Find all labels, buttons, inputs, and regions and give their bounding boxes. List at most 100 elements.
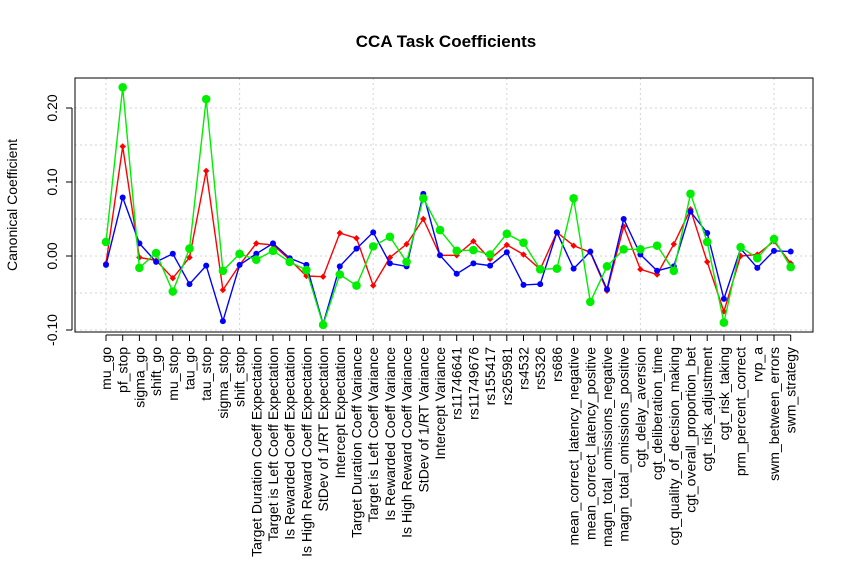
x-tick-label: tau_stop <box>198 347 214 401</box>
data-point <box>219 286 227 294</box>
data-point <box>285 257 295 267</box>
x-tick-label: shift_stop <box>232 347 248 407</box>
x-tick-label: pf_stop <box>115 347 131 393</box>
data-point <box>435 225 445 235</box>
x-tick-label: rvp_a <box>749 347 765 382</box>
data-point <box>235 249 244 259</box>
data-point <box>352 281 361 290</box>
x-tick-label: sigma_go <box>131 347 147 408</box>
x-tick-label: mean_correct_latency_positive <box>582 347 598 540</box>
x-tick-label: Target Duration Coeff Variance <box>349 347 365 538</box>
data-point <box>186 254 193 261</box>
data-point <box>270 240 276 247</box>
data-point <box>203 167 210 175</box>
x-tick-label: Intercept Variance <box>432 347 448 460</box>
data-point <box>101 237 111 247</box>
x-tick-label: rs11749676 <box>465 347 481 420</box>
data-point <box>151 248 161 258</box>
data-point <box>587 248 594 255</box>
series-layer <box>101 82 795 330</box>
data-point <box>370 229 377 236</box>
data-point <box>103 261 109 268</box>
data-point <box>302 265 311 275</box>
x-tick-label: magn_total_omissions_positive <box>616 347 632 542</box>
x-tick-label: Is Rewarded Coeff Expectation <box>282 347 298 540</box>
y-axis-label: Canonical Coefficient <box>4 139 20 271</box>
data-point <box>136 254 143 261</box>
x-tick-label: tau_go <box>182 347 198 390</box>
data-point <box>353 235 360 242</box>
series-2 <box>101 82 795 330</box>
x-tick-label: Is High Reward Coeff Variance <box>399 347 415 538</box>
x-tick-label: prm_percent_correct <box>733 347 749 476</box>
data-point <box>186 281 193 288</box>
data-point <box>620 216 627 222</box>
data-point <box>502 229 512 239</box>
x-tick-label: rs265981 <box>499 347 515 406</box>
x-tick-label: rs11746641 <box>449 347 465 420</box>
data-point <box>636 245 645 254</box>
data-point <box>754 264 761 271</box>
data-point <box>670 240 677 248</box>
data-point <box>704 230 711 237</box>
x-tick-label: rs4532 <box>516 347 532 390</box>
x-tick-label: mean_correct_latency_negative <box>566 347 582 546</box>
data-point <box>553 229 560 236</box>
x-tick-label: cgt_quality_of_decision_making <box>666 347 682 545</box>
x-tick-label: rs686 <box>549 347 565 382</box>
data-point <box>201 94 211 104</box>
data-point <box>753 253 762 263</box>
data-point <box>686 189 695 199</box>
data-point <box>586 297 595 307</box>
data-point <box>652 241 662 250</box>
x-tick-label: swm_strategy <box>783 347 799 433</box>
data-point <box>519 238 528 247</box>
data-point <box>453 270 460 277</box>
x-tick-label: Intercept Expectation <box>332 347 348 479</box>
data-point <box>702 237 712 247</box>
data-point <box>786 262 795 272</box>
data-point <box>135 263 144 273</box>
data-point <box>385 232 395 242</box>
data-point <box>602 262 612 271</box>
data-point <box>319 273 327 280</box>
x-tick-label: Is High Reward Coeff Expectation <box>298 347 314 557</box>
x-tick-label: magn_total_omissions_negative <box>599 347 615 547</box>
data-point <box>485 250 495 259</box>
data-point <box>771 247 777 254</box>
data-point <box>787 248 794 255</box>
data-point <box>185 244 194 253</box>
data-point <box>487 262 494 269</box>
data-point <box>552 264 562 273</box>
x-tick-label: shift_go <box>148 347 164 396</box>
data-point <box>704 258 711 266</box>
data-point <box>520 251 527 258</box>
x-tick-label: rs155417 <box>482 347 498 406</box>
x-tick-label: cgt_risk_adjustment <box>699 347 715 472</box>
data-point <box>719 318 729 327</box>
data-point <box>168 287 178 296</box>
data-point <box>620 223 627 230</box>
x-tick-label: rs5326 <box>532 347 548 390</box>
data-point <box>236 261 243 268</box>
data-point <box>119 194 126 201</box>
data-point <box>253 250 260 257</box>
data-point <box>153 258 160 265</box>
x-tick-label: StDev of 1/RT Variance <box>415 347 431 493</box>
data-point <box>604 286 610 293</box>
data-point <box>569 193 578 203</box>
x-tick-label: mu_go <box>98 347 114 390</box>
x-tick-label: cgt_risk_taking <box>716 347 732 440</box>
data-point <box>452 246 462 256</box>
x-tick-label: StDev of 1/RT Expectation <box>315 347 331 511</box>
series-1 <box>103 190 794 328</box>
x-tick-label: cgt_overall_proportion_bet <box>683 347 699 513</box>
x-tick-label: sigma_stop <box>215 347 231 419</box>
data-point <box>386 260 393 267</box>
x-tick-label: Is Rewarded Coeff Variance <box>382 347 398 521</box>
data-point <box>720 295 727 302</box>
data-point <box>654 267 661 274</box>
data-point <box>769 234 779 244</box>
